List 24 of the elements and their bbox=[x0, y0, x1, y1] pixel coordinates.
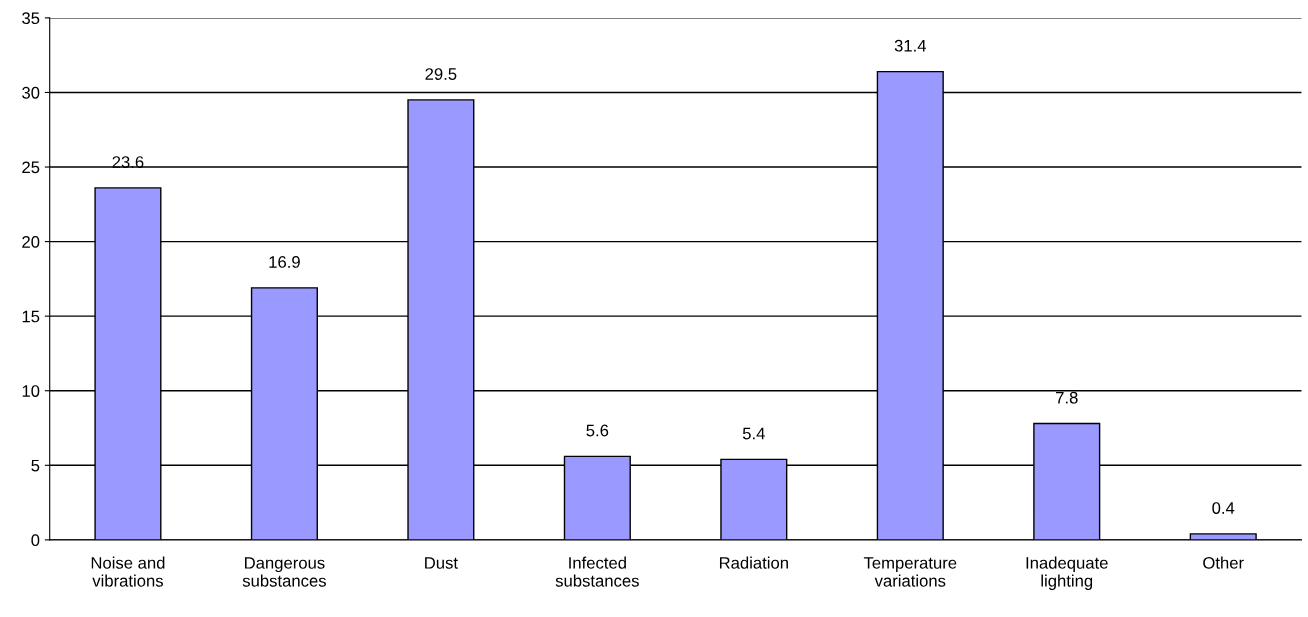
x-tick-label: Temperature variations bbox=[863, 557, 957, 587]
data-label: 0.4 bbox=[1212, 502, 1235, 514]
y-tick-label: 30 bbox=[22, 86, 40, 99]
data-label: 5.4 bbox=[742, 427, 765, 440]
y-tick-label: 10 bbox=[22, 385, 40, 397]
data-label: 7.8 bbox=[1056, 391, 1078, 404]
y-tick-label: 5 bbox=[31, 459, 40, 472]
y-tick-label: 35 bbox=[22, 12, 40, 25]
x-tick-label: Inadequate lighting bbox=[1026, 556, 1108, 591]
x-tick-label: Noise and vibrations bbox=[91, 556, 165, 587]
x-tick-label: Dangerous substances bbox=[242, 557, 326, 587]
y-tick-label: 15 bbox=[22, 310, 40, 323]
data-label: 23.6 bbox=[112, 156, 144, 168]
x-tick-label: Dust bbox=[425, 557, 458, 569]
data-label: 5.6 bbox=[586, 424, 609, 437]
y-tick-label: 0 bbox=[31, 534, 40, 547]
data-label: 31.4 bbox=[894, 39, 927, 52]
y-tick-label: 20 bbox=[22, 236, 40, 248]
x-tick-label: Infected substances bbox=[555, 556, 639, 587]
data-label: 16.9 bbox=[269, 256, 300, 268]
y-tick-label: 25 bbox=[22, 161, 40, 174]
x-tick-label: Radiation bbox=[719, 556, 788, 569]
data-label: 29.5 bbox=[425, 68, 457, 80]
x-tick-label: Other bbox=[1203, 556, 1244, 569]
